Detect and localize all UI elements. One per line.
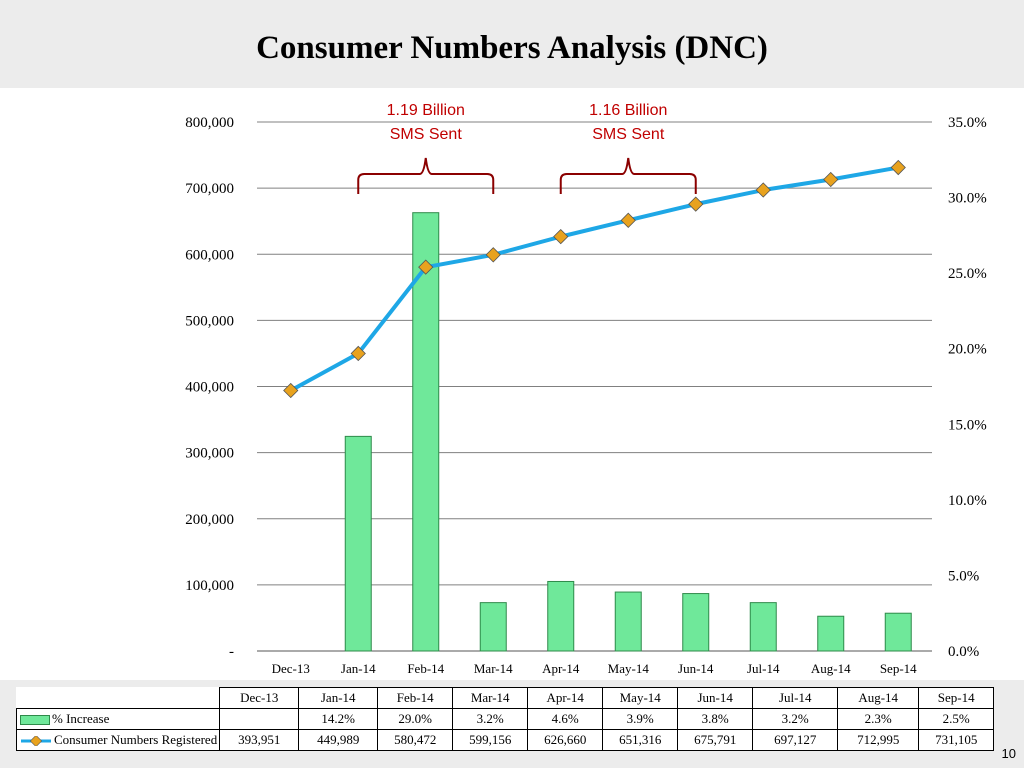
legend-label-percent: % Increase [52,711,110,726]
page-number: 10 [1001,746,1016,761]
table-cell: 3.9% [602,708,679,730]
table-cell: 3.8% [677,708,754,730]
bar-percent-increase [547,580,575,652]
table-header-cell: Aug-14 [837,687,920,709]
y-right-tick-label: 15.0% [948,417,987,433]
table-corner-cell [16,687,221,709]
legend-cell-consumers: Consumer Numbers Registered [15,729,221,751]
x-tick-label: May-14 [608,661,650,676]
bar-percent-increase [412,212,440,652]
table-cell [219,708,300,730]
header-band [0,0,1024,88]
line-consumer-numbers [289,165,899,393]
table-header-cell: Mar-14 [452,687,529,709]
table-header-cell: Jul-14 [752,687,839,709]
line-marker [485,247,501,263]
table-header-cell: Sep-14 [918,687,995,709]
y-left-tick-label: 800,000 [185,115,234,131]
bar-percent-increase [479,602,507,652]
line-marker [553,228,569,245]
bar-percent-increase [817,615,845,652]
bar-legend-key [20,715,50,726]
line-marker [688,196,704,212]
line-marker [890,159,906,176]
y-left-tick-label: 200,000 [185,512,234,528]
y-right-tick-label: 30.0% [948,191,987,207]
table-cell: 731,105 [918,729,995,751]
table-header-cell: May-14 [602,687,679,709]
table-cell: 626,660 [527,729,604,751]
x-tick-label: Apr-14 [542,661,580,676]
y-left-tick-label: 600,000 [185,247,234,263]
table-cell: 712,995 [837,729,920,751]
y-left-tick-label: 300,000 [185,446,234,462]
table-cell: 449,989 [298,729,379,751]
table-cell: 580,472 [377,729,454,751]
x-tick-label: Sep-14 [880,661,917,676]
annotation-brace [357,157,495,194]
y-left-tick-label: 400,000 [185,380,234,396]
y-left-tick-label: 100,000 [185,578,234,594]
y-right-tick-label: 5.0% [948,568,979,584]
table-header-cell: Dec-13 [219,687,300,709]
table-cell: 2.3% [837,708,920,730]
x-tick-label: Mar-14 [474,661,513,676]
bar-percent-increase [344,435,372,652]
line-legend-key [21,736,51,747]
table-row-consumers: Consumer Numbers Registered 393,951 449,9… [15,729,995,751]
table-header-cell: Apr-14 [527,687,604,709]
table-cell: 14.2% [298,708,379,730]
y-left-tick-label: 500,000 [185,313,234,329]
annotation-label: 1.16 Billion [589,102,667,119]
table-header-row: Dec-13 Jan-14 Feb-14 Mar-14 Apr-14 May-14 Jun-… [16,687,995,709]
table-cell: 393,951 [219,729,300,751]
line-marker [823,171,839,188]
bar-percent-increase [884,612,912,652]
table-cell: 697,127 [752,729,839,751]
annotation-label: 1.19 Billion [387,102,465,119]
table-cell: 29.0% [377,708,454,730]
y-right-tick-label: 25.0% [948,266,987,282]
annotation-label: SMS Sent [592,126,665,143]
x-tick-label: Aug-14 [811,661,851,676]
table-cell: 3.2% [452,708,529,730]
bar-percent-increase [682,593,710,652]
annotation-brace [559,157,697,194]
line-marker [283,382,299,399]
line-marker [350,345,366,362]
line-marker [418,259,434,275]
table-cell: 4.6% [527,708,604,730]
y-right-tick-label: 10.0% [948,493,987,509]
x-tick-label: Jan-14 [341,661,376,676]
legend-cell-percent: % Increase [15,708,221,730]
bar-percent-increase [749,602,777,652]
y-right-tick-label: 20.0% [948,342,987,358]
table-row-percent: % Increase 14.2% 29.0% 3.2% 4.6% 3.9% 3.8% 3.2… [15,708,995,730]
table-header-cell: Jun-14 [677,687,754,709]
chart-data-table: Dec-13 Jan-14 Feb-14 Mar-14 Apr-14 May-14 Jun-… [15,687,995,751]
table-cell: 3.2% [752,708,839,730]
table-cell: 2.5% [918,708,995,730]
line-marker [755,182,771,198]
table-cell: 599,156 [452,729,529,751]
annotation-label: SMS Sent [390,126,463,143]
y-right-tick-label: 0.0% [948,644,979,660]
y-left-tick-label: 700,000 [185,181,234,197]
y-left-tick-label: - [229,644,234,660]
y-right-tick-label: 35.0% [948,115,987,131]
table-header-cell: Jan-14 [298,687,379,709]
slide-title: Consumer Numbers Analysis (DNC) [256,30,768,66]
table-header-cell: Feb-14 [377,687,454,709]
table-cell: 651,316 [602,729,679,751]
bar-percent-increase [614,591,642,652]
x-tick-label: Dec-13 [272,661,310,676]
table-cell: 675,791 [677,729,754,751]
x-tick-label: Jun-14 [678,661,714,676]
x-tick-label: Feb-14 [407,661,444,676]
x-tick-label: Jul-14 [747,661,780,676]
legend-label-consumers: Consumer Numbers Registered [54,732,218,747]
line-marker [620,212,636,228]
